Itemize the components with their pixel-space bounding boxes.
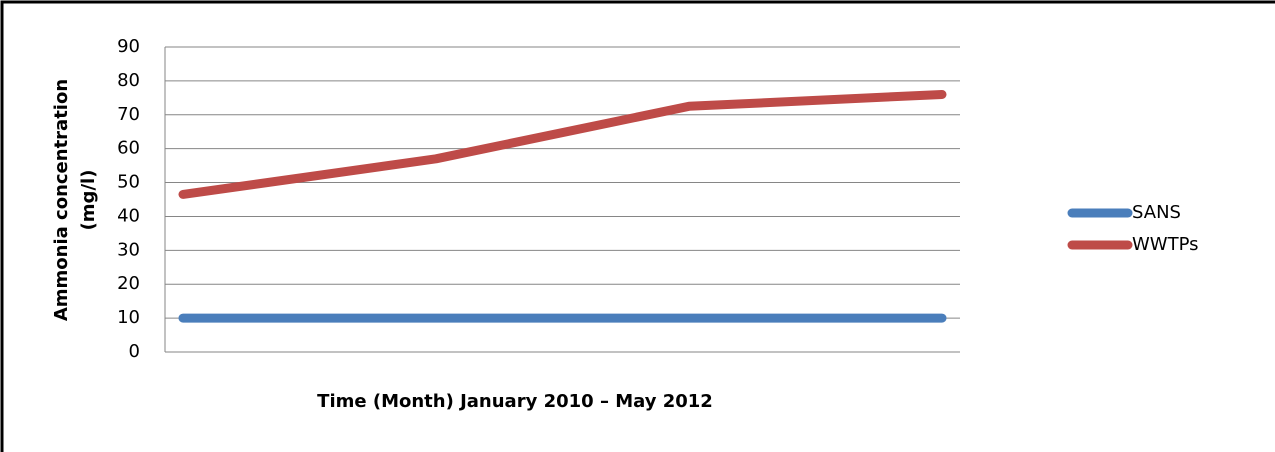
x-axis-title: Time (Month) January 2010 – May 2012 [317,391,713,412]
y-tick-label: 20 [117,273,140,294]
legend-label: SANS [1132,202,1181,223]
legend-label: WWTPs [1132,234,1199,255]
y-tick-label: 10 [117,307,140,328]
y-tick-label: 90 [117,36,140,57]
y-tick-label: 70 [117,104,140,125]
y-axis-title: Ammonia concentration (mg/l) [51,79,99,321]
y-label-line: Ammonia concentration [51,79,72,321]
y-tick-label: 0 [129,341,140,362]
y-tick-label: 80 [117,70,140,91]
y-tick-label: 60 [117,138,140,159]
y-tick-label: 50 [117,172,140,193]
y-label-line: (mg/l) [78,170,99,231]
y-tick-label: 40 [117,205,140,226]
series-line [178,89,947,199]
y-tick-label: 30 [117,239,140,260]
